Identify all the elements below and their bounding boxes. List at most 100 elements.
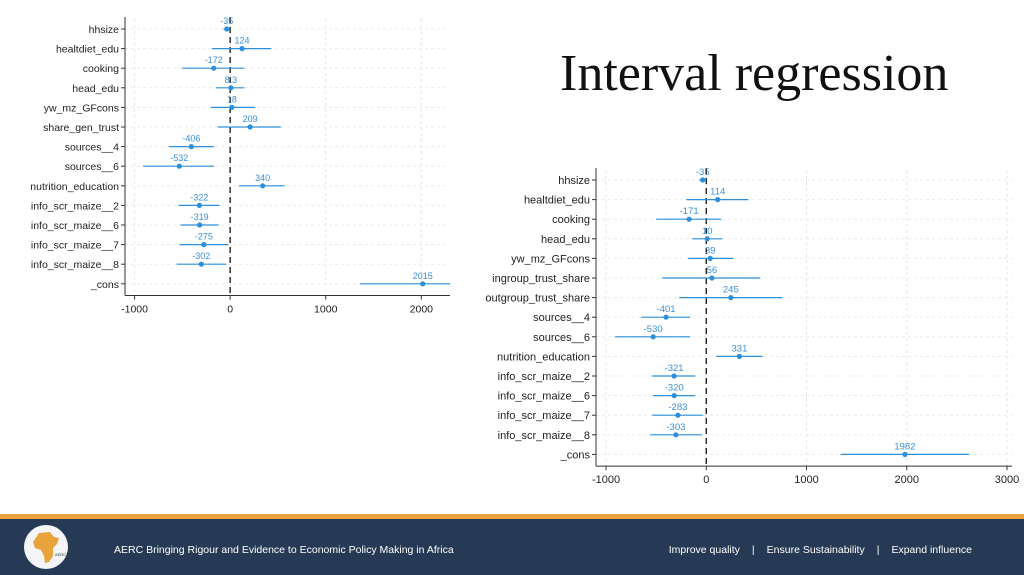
coefficient-point: [675, 412, 681, 418]
coefficient-label: -321: [665, 363, 684, 374]
coefficient-point: [201, 242, 207, 248]
y-tick-label: yw_mz_GFcons: [44, 102, 119, 114]
y-tick-label: info_scr_maize__7: [31, 240, 119, 252]
footer-tagline: AERC Bringing Rigour and Evidence to Eco…: [114, 544, 454, 556]
footer-separator: |: [751, 544, 755, 556]
coefficient-label: 331: [732, 343, 748, 354]
coefficient-label: -406: [182, 134, 200, 144]
coefficient-point: [902, 451, 908, 457]
footer-bar: AERC AERC Bringing Rigour and Evidence t…: [0, 519, 1024, 575]
x-tick-label: 1000: [794, 474, 818, 486]
footer-links: Improve quality | Ensure Sustainability | Ex…: [669, 544, 972, 556]
coefficient-label: -275: [195, 232, 213, 242]
y-tick-label: info_scr_maize__7: [498, 410, 590, 422]
coefficient-point: [239, 46, 245, 52]
coefficient-point: [673, 432, 679, 438]
coefficient-label: -319: [191, 212, 209, 222]
y-tick-label: cooking: [83, 63, 119, 75]
y-tick-label: head_edu: [541, 234, 590, 246]
footer-separator: |: [876, 544, 880, 556]
coefficient-label: -532: [170, 153, 188, 163]
x-tick-label: 1000: [314, 304, 338, 316]
coefficient-point: [188, 144, 194, 150]
y-tick-label: cooking: [552, 214, 590, 226]
coefficient-point: [709, 275, 715, 281]
y-tick-label: _cons: [560, 449, 591, 461]
y-tick-label: hhsize: [558, 175, 590, 187]
coefficient-label: 124: [234, 36, 249, 46]
coefficient-label: 10: [702, 226, 713, 237]
y-tick-label: outgroup_trust_share: [485, 293, 590, 305]
y-tick-label: nutrition_education: [497, 351, 590, 363]
coefficient-point: [715, 197, 721, 203]
coefficient-point: [176, 163, 182, 169]
x-tick-label: 3000: [995, 474, 1019, 486]
aerc-logo: AERC: [24, 525, 68, 569]
y-tick-label: sources__6: [533, 332, 590, 344]
coefficient-label: -283: [668, 402, 687, 413]
y-tick-label: nutrition_education: [30, 181, 119, 193]
coefficient-label: 209: [243, 114, 258, 124]
coefficient-label: 18: [227, 94, 237, 104]
svg-text:AERC: AERC: [55, 552, 66, 557]
coefficient-label: -35: [220, 16, 233, 26]
coefficient-point: [736, 353, 743, 359]
coefficient-point: [671, 393, 677, 399]
y-tick-label: sources__4: [533, 312, 590, 324]
y-tick-label: head_edu: [72, 83, 119, 95]
coefficient-point: [707, 255, 713, 261]
y-tick-label: healtdiet_edu: [56, 44, 119, 56]
x-tick-label: 0: [703, 474, 709, 486]
y-tick-label: share_gen_trust: [43, 122, 119, 134]
coefficient-label: 56: [707, 265, 718, 276]
coefficient-label: -303: [666, 422, 685, 433]
coefficient-plot-right: -1000 0 1000 2000 3000 hhsize -35 healtdiet_edu…: [485, 167, 1019, 486]
coefficient-label: -320: [665, 383, 684, 394]
coefficient-point: [229, 104, 235, 110]
coefficient-point: [700, 177, 706, 183]
coefficient-point: [196, 202, 202, 208]
coefficient-label: -322: [190, 192, 208, 202]
y-tick-label: ingroup_trust_share: [492, 273, 590, 285]
coefficient-label: -35: [696, 167, 710, 178]
y-tick-label: healtdiet_edu: [524, 195, 590, 207]
coefficient-point: [247, 124, 253, 130]
y-tick-label: sources__4: [65, 142, 119, 154]
coefficient-point: [671, 373, 677, 379]
coefficient-label: 8.3: [225, 75, 238, 85]
y-tick-label: info_scr_maize__8: [31, 259, 119, 271]
y-tick-label: info_scr_maize__8: [498, 430, 590, 442]
coefficient-label: -172: [205, 55, 223, 65]
coefficient-label: -171: [680, 206, 699, 217]
coefficient-point: [224, 26, 230, 32]
coefficient-point: [211, 65, 217, 71]
coefficient-point: [260, 183, 266, 189]
slide-title: Interval regression: [560, 45, 949, 102]
y-tick-label: info_scr_maize__6: [498, 391, 590, 403]
coefficient-label: -302: [192, 251, 210, 261]
coefficient-label: 2015: [413, 271, 433, 281]
coefficient-point: [228, 85, 234, 91]
coefficient-label: -401: [657, 304, 676, 315]
coefficient-point: [420, 281, 426, 287]
y-tick-label: sources__6: [65, 161, 119, 173]
coefficient-point: [686, 216, 692, 222]
coefficient-point: [197, 222, 203, 228]
x-tick-label: -1000: [121, 304, 148, 316]
coefficient-label: 1982: [894, 441, 915, 452]
coefficient-point: [704, 236, 710, 242]
coefficient-label: 245: [723, 285, 739, 296]
footer-link-improve-quality[interactable]: Improve quality: [668, 544, 740, 556]
coefficient-point: [663, 314, 669, 320]
y-tick-label: hhsize: [89, 24, 120, 36]
y-tick-label: info_scr_maize__2: [31, 200, 119, 212]
coefficient-label: 39: [705, 245, 716, 256]
coefficient-label: 114: [710, 187, 725, 198]
y-tick-label: info_scr_maize__6: [31, 220, 119, 232]
y-tick-label: info_scr_maize__2: [498, 371, 590, 383]
footer-link-expand-influence[interactable]: Expand influence: [891, 544, 972, 556]
x-tick-label: -1000: [592, 474, 620, 486]
coefficient-point: [198, 261, 204, 267]
footer-link-ensure-sustainability[interactable]: Ensure Sustainability: [766, 544, 865, 556]
coefficient-plot-left: -1000 0 1000 2000 hhsize -35 healtdiet_edu 124 c…: [30, 16, 450, 316]
